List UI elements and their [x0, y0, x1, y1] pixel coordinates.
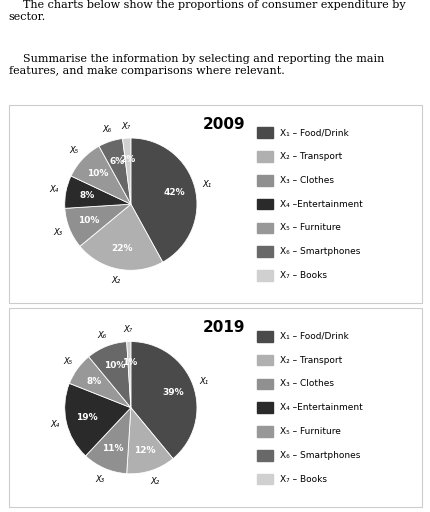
- Text: 19%: 19%: [76, 413, 98, 422]
- Wedge shape: [131, 342, 197, 459]
- Bar: [256, 402, 272, 413]
- Text: 2019: 2019: [202, 321, 245, 335]
- Wedge shape: [69, 357, 131, 408]
- Wedge shape: [126, 342, 131, 408]
- Bar: [256, 378, 272, 389]
- Text: X₇ – Books: X₇ – Books: [280, 475, 327, 484]
- Wedge shape: [122, 138, 131, 204]
- Text: 11%: 11%: [102, 444, 123, 454]
- Text: X₂ – Transport: X₂ – Transport: [280, 152, 342, 161]
- Text: Summarise the information by selecting and reporting the main
features, and make: Summarise the information by selecting a…: [9, 54, 383, 75]
- Text: X₄ –Entertainment: X₄ –Entertainment: [280, 200, 362, 209]
- Text: 2%: 2%: [120, 155, 135, 164]
- Wedge shape: [80, 204, 163, 270]
- Text: X₇: X₇: [123, 325, 132, 334]
- Bar: [256, 223, 272, 233]
- Text: X₅: X₅: [63, 357, 72, 366]
- Text: X₅: X₅: [69, 146, 78, 155]
- Text: 6%: 6%: [109, 157, 124, 166]
- Text: 8%: 8%: [86, 377, 102, 386]
- Text: The charts below show the proportions of consumer expenditure by
sector.: The charts below show the proportions of…: [9, 0, 404, 22]
- Text: X₄: X₄: [49, 185, 58, 194]
- FancyBboxPatch shape: [9, 105, 421, 303]
- Wedge shape: [89, 342, 131, 408]
- Text: 10%: 10%: [103, 361, 125, 370]
- Wedge shape: [64, 383, 131, 456]
- Wedge shape: [126, 408, 172, 474]
- Text: 8%: 8%: [79, 191, 94, 200]
- Text: X₃ – Clothes: X₃ – Clothes: [280, 176, 334, 185]
- Text: X₄: X₄: [50, 420, 59, 429]
- Text: X₅ – Furniture: X₅ – Furniture: [280, 223, 341, 232]
- Text: X₅ – Furniture: X₅ – Furniture: [280, 427, 341, 436]
- Bar: [256, 199, 272, 209]
- Text: X₇ – Books: X₇ – Books: [280, 271, 327, 280]
- Wedge shape: [64, 204, 131, 246]
- Text: X₁: X₁: [199, 377, 209, 386]
- Text: 12%: 12%: [134, 446, 155, 455]
- Bar: [256, 127, 272, 138]
- Bar: [256, 474, 272, 484]
- Text: 10%: 10%: [87, 169, 108, 178]
- Text: X₃: X₃: [95, 475, 104, 484]
- Text: 42%: 42%: [163, 188, 185, 198]
- Wedge shape: [86, 408, 131, 474]
- Bar: [256, 355, 272, 366]
- Bar: [256, 331, 272, 342]
- Wedge shape: [64, 176, 131, 208]
- Text: 2009: 2009: [202, 117, 245, 132]
- Text: X₇: X₇: [121, 122, 130, 131]
- Bar: [256, 175, 272, 186]
- Text: 22%: 22%: [111, 244, 133, 253]
- Bar: [256, 426, 272, 437]
- Text: X₆: X₆: [102, 125, 111, 135]
- FancyBboxPatch shape: [9, 308, 421, 507]
- Text: X₆ – Smartphones: X₆ – Smartphones: [280, 451, 360, 460]
- Text: X₂: X₂: [111, 276, 120, 285]
- Text: X₂: X₂: [150, 477, 159, 486]
- Text: 39%: 39%: [162, 388, 184, 397]
- Text: X₁: X₁: [201, 180, 211, 189]
- Wedge shape: [71, 146, 131, 204]
- Text: X₁ – Food/Drink: X₁ – Food/Drink: [280, 128, 348, 137]
- Bar: [256, 270, 272, 281]
- Text: X₄ –Entertainment: X₄ –Entertainment: [280, 403, 362, 412]
- Text: X₁ – Food/Drink: X₁ – Food/Drink: [280, 332, 348, 341]
- Text: 10%: 10%: [78, 216, 99, 225]
- Bar: [256, 450, 272, 461]
- Text: X₃: X₃: [54, 228, 63, 238]
- Text: 1%: 1%: [122, 358, 137, 367]
- Text: X₂ – Transport: X₂ – Transport: [280, 355, 342, 365]
- Text: X₆: X₆: [97, 331, 107, 339]
- Text: X₆ – Smartphones: X₆ – Smartphones: [280, 247, 360, 257]
- Wedge shape: [131, 138, 197, 262]
- Bar: [256, 246, 272, 257]
- Wedge shape: [99, 139, 131, 204]
- Bar: [256, 151, 272, 162]
- Text: X₃ – Clothes: X₃ – Clothes: [280, 379, 334, 389]
